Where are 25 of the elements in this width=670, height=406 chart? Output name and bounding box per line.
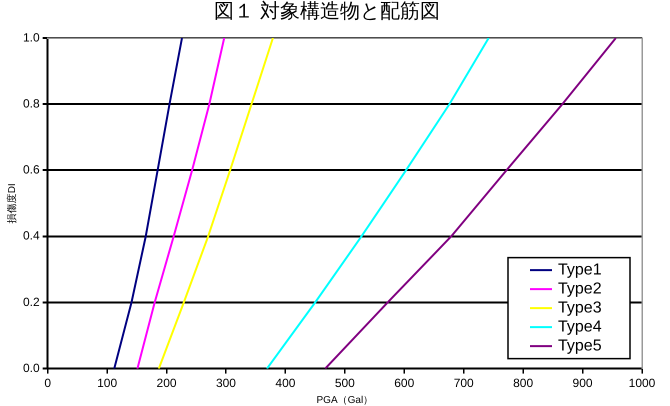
x-tick-label: 600 [394, 376, 415, 390]
y-tick-label: 0.8 [22, 96, 40, 110]
x-tick-label: 700 [454, 376, 474, 390]
y-tick-label: 1.0 [22, 30, 40, 44]
x-tick-label: 200 [156, 376, 177, 390]
x-tick-label: 400 [275, 376, 296, 390]
legend-label: Type4 [558, 318, 602, 336]
y-tick-label: 0.0 [22, 360, 40, 375]
y-tick-label: 0.2 [22, 294, 40, 309]
x-tick-label: 300 [216, 376, 236, 390]
legend-label: Type2 [558, 280, 602, 298]
legend-label: Type1 [558, 262, 602, 279]
x-tick-label: 0 [44, 376, 52, 390]
legend-label: Type5 [558, 338, 602, 355]
x-tick-label: 900 [572, 376, 593, 390]
x-axis-title: PGA（Gal） [316, 394, 374, 406]
y-tick-label: 0.6 [22, 162, 40, 177]
chart-title: 図１ 対象構造物と配筋図 [214, 0, 440, 23]
x-tick-label: 800 [513, 376, 534, 390]
y-tick-label: 0.4 [22, 228, 40, 243]
y-axis-title: 損傷度DI [6, 183, 18, 224]
x-tick-label: 500 [334, 376, 356, 390]
x-tick-label: 1000 [628, 376, 656, 390]
legend-label: Type3 [558, 300, 602, 317]
x-tick-label: 100 [97, 376, 118, 390]
